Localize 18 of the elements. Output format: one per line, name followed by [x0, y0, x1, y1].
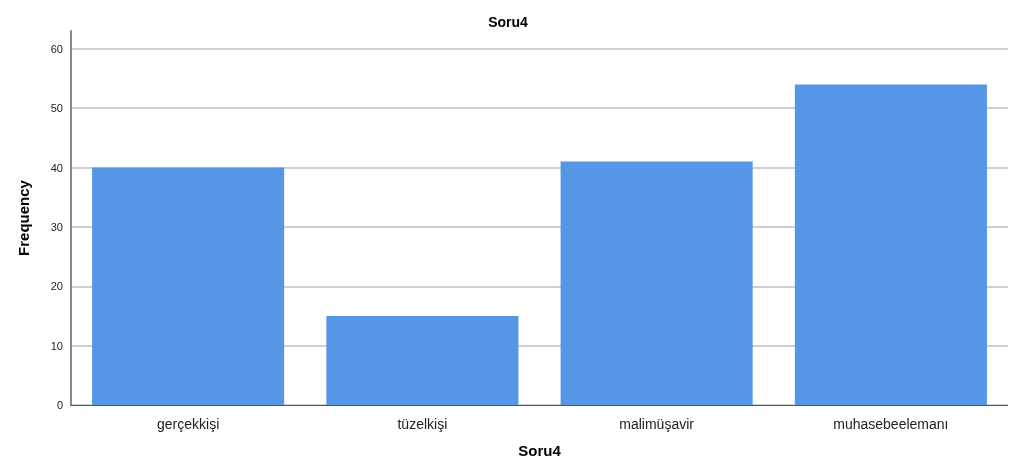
x-tick-label: tüzelkişi	[397, 416, 448, 432]
x-tick-label: muhasebeelemanı	[833, 416, 949, 432]
x-tick-label: gerçekkişi	[157, 416, 220, 432]
y-tick-label: 20	[50, 280, 63, 293]
y-tick-label: 50	[50, 102, 63, 115]
bar	[326, 315, 519, 405]
y-tick-label: 40	[50, 161, 63, 174]
y-tick-label: 30	[50, 220, 63, 233]
bar	[560, 161, 753, 405]
y-axis-title: Frequency	[15, 179, 32, 256]
y-tick-label: 10	[50, 339, 63, 352]
x-axis-title: Soru4	[518, 442, 562, 459]
bar	[794, 84, 987, 405]
x-tick-label: malimüşavir	[619, 416, 695, 432]
bar	[92, 167, 285, 405]
y-tick-label: 60	[50, 42, 63, 55]
chart-title: Soru4	[488, 14, 529, 30]
y-tick-label: 0	[56, 399, 63, 411]
